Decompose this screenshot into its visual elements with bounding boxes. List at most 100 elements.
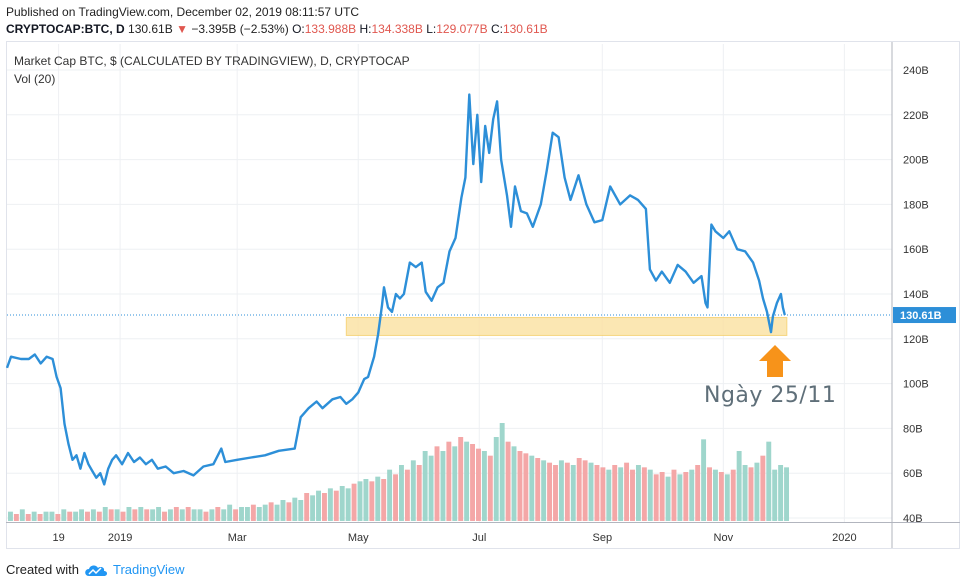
volume-bar (256, 507, 262, 521)
volume-bar (606, 469, 612, 521)
y-tick-label: 180B (903, 199, 929, 211)
volume-bar (422, 451, 428, 521)
volume-bar (635, 465, 641, 521)
volume-bar (43, 511, 49, 521)
close-label: C: (490, 22, 503, 36)
x-tick-label: Jul (472, 532, 486, 544)
volume-bar (624, 462, 630, 521)
volume-bar (233, 509, 239, 521)
volume-bar (339, 486, 345, 521)
volume-bar (73, 511, 79, 521)
volume-bar (760, 455, 766, 521)
volume-bar (179, 509, 185, 521)
chart-frame[interactable] (6, 41, 960, 549)
volume-bar (132, 509, 138, 521)
volume-bar (754, 462, 760, 521)
volume-bar (742, 465, 748, 521)
volume-bar (126, 507, 132, 521)
high-value: 134.338B (371, 22, 423, 36)
volume-bar (677, 474, 683, 521)
volume-bar (523, 453, 529, 521)
volume-bar (369, 481, 375, 521)
volume-bar (766, 441, 772, 521)
volume-bar (150, 509, 156, 521)
volume-bar (156, 507, 162, 521)
y-tick-label: 200B (903, 155, 929, 167)
annotation-text: Ngày 25/11 (704, 383, 837, 408)
volume-bar (387, 469, 393, 521)
volume-bar (712, 469, 718, 521)
volume-bar (96, 511, 102, 521)
open-label: O: (292, 22, 305, 36)
volume-bar (262, 504, 268, 521)
volume-bar (351, 483, 357, 521)
volume-bar (505, 441, 511, 521)
support-zone (345, 317, 788, 336)
volume-bar (108, 509, 114, 521)
volume-bar (553, 465, 558, 521)
volume-bar (8, 511, 13, 521)
x-tick-label: 19 (52, 532, 64, 544)
volume-bar (49, 511, 55, 521)
published-note: Published on TradingView.com, December 0… (6, 5, 360, 19)
volume-bar (31, 511, 37, 521)
volume-bar (357, 481, 363, 521)
volume-bar (90, 509, 96, 521)
x-tick-label: Mar (228, 532, 247, 544)
volume-bar (481, 451, 487, 521)
volume-bar (304, 493, 310, 521)
volume-bar (541, 460, 547, 521)
volume-bar (250, 504, 256, 521)
y-tick-label: 100B (903, 379, 929, 391)
volume-bar (173, 507, 179, 521)
volume-bar (724, 474, 730, 521)
tradingview-link[interactable]: TradingView (112, 562, 185, 577)
volume-bar (191, 509, 197, 521)
volume-bar (582, 460, 588, 521)
volume-bar (547, 462, 553, 521)
volume-bar (55, 514, 61, 521)
volume-bar (67, 511, 73, 521)
volume-bar (215, 507, 221, 521)
volume-bar (162, 511, 167, 521)
volume-bar (618, 467, 624, 521)
volume-bar (144, 509, 150, 521)
volume-bar (588, 462, 594, 521)
volume-bar (564, 462, 570, 521)
volume-bar (511, 446, 517, 521)
volume-bar (647, 469, 653, 521)
volume-bar (102, 507, 108, 521)
volume-bar (535, 458, 541, 521)
volume-bar (594, 465, 600, 521)
volume-bar (493, 437, 499, 521)
price-line (5, 93, 786, 486)
volume-bar (13, 514, 19, 521)
volume-bar (19, 509, 25, 521)
volume-bar (458, 437, 464, 521)
volume-bar (487, 455, 493, 521)
volume-bar (321, 493, 327, 521)
volume-bar (499, 423, 505, 521)
ohlc-header: CRYPTOCAP:BTC, D 130.61B ▼ −3.395B (−2.5… (6, 22, 548, 36)
volume-bar (736, 451, 742, 521)
volume-bar (399, 465, 404, 521)
symbol-label: CRYPTOCAP:BTC, D (6, 22, 125, 36)
volume-bar (292, 497, 298, 521)
open-value: 133.988B (304, 22, 357, 36)
x-tick-label: 2020 (832, 532, 856, 544)
volume-bar (280, 500, 286, 521)
change-arrow-icon: ▼ (176, 22, 188, 36)
volume-bar (630, 469, 635, 521)
volume-bar (61, 509, 67, 521)
volume-bar (327, 488, 333, 521)
y-tick-label: 240B (903, 65, 929, 77)
volume-label: Vol (20) (14, 72, 56, 86)
y-tick-label: 220B (903, 110, 929, 122)
low-value: 129.077B (436, 22, 488, 36)
volume-bar (476, 448, 481, 521)
cloud-icon (85, 564, 107, 576)
volume-bar (570, 465, 576, 521)
volume-bar (85, 511, 90, 521)
volume-bar (576, 458, 582, 521)
